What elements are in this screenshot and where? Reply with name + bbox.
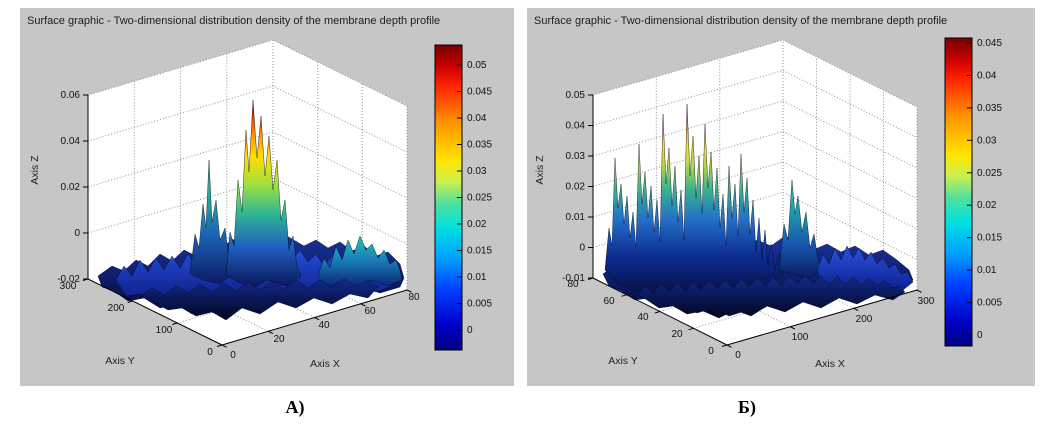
colorbar-ticks (457, 64, 462, 331)
tick-label: 0.02 (566, 182, 586, 193)
tick-label: 0 (230, 350, 236, 361)
plot-title: Surface graphic - Two-dimensional distri… (27, 15, 441, 27)
tick-label: 0.015 (467, 246, 492, 257)
tick-label: 0.05 (467, 60, 487, 71)
y-axis-label: Axis Y (105, 355, 135, 367)
tick-label: 0 (207, 347, 213, 358)
surface-front-bumps (636, 275, 906, 319)
tick-label: 300 (60, 281, 77, 292)
surface-mesh (602, 103, 914, 319)
tick-label: 0.03 (977, 135, 997, 146)
caption-panel-b: Б) (738, 397, 756, 417)
surface-front-bumps (139, 278, 379, 321)
tick-label: 0 (708, 346, 714, 357)
z-tick-labels: 0.05 0.04 0.03 0.02 0.01 0 -0.01 (562, 90, 585, 284)
tick-label: 0.04 (977, 70, 997, 81)
tick-label: 100 (792, 332, 809, 343)
axis-lines (82, 94, 412, 348)
tick-label: 20 (273, 334, 285, 345)
colorbar: 0.05 0.045 0.04 0.035 0.03 0.025 0.02 0.… (434, 44, 492, 351)
figure-panel-b: Surface graphic - Two-dimensional distri… (527, 8, 1035, 386)
colorbar-ticks (967, 42, 972, 336)
x-axis-label: Axis X (310, 358, 340, 370)
tick-label: 60 (603, 296, 615, 307)
x-tick-labels: 0 20 40 60 80 (230, 292, 420, 361)
tick-label: 0 (735, 350, 741, 361)
tick-label: 60 (364, 306, 376, 317)
tick-label: 80 (408, 292, 420, 303)
tick-label: 0.02 (61, 182, 81, 193)
tick-label: 0.005 (977, 298, 1002, 309)
tick-label: 0.04 (467, 113, 487, 124)
tick-label: 0.045 (467, 87, 492, 98)
axis-lines (587, 94, 922, 348)
surface-plot-b: 0.05 0.04 0.03 0.02 0.01 0 -0.01 80 60 4… (534, 37, 1002, 370)
plot-title: Surface graphic - Two-dimensional distri… (534, 15, 948, 27)
tick-label: 0.05 (566, 90, 586, 101)
tick-label: 0.025 (977, 168, 1002, 179)
tick-label: 0.01 (977, 265, 997, 276)
y-tick-labels: 80 60 40 20 0 (567, 279, 714, 357)
tick-label: 0 (977, 330, 983, 341)
tick-label: -0.01 (562, 273, 585, 284)
y-tick-labels: 300 200 100 0 (60, 281, 214, 358)
tick-label: 0.01 (467, 272, 487, 283)
tick-label: 0.02 (977, 200, 997, 211)
colorbar-labels: 0.05 0.045 0.04 0.035 0.03 0.025 0.02 0.… (467, 60, 492, 336)
tick-label: 0.06 (61, 90, 81, 101)
tick-label: 0.04 (61, 136, 81, 147)
tick-label: 0.03 (467, 166, 487, 177)
surface-main-peak (225, 99, 302, 289)
tick-label: 200 (856, 314, 873, 325)
tick-label: 0.02 (467, 219, 487, 230)
tick-label: 0.03 (566, 151, 586, 162)
surface-left-peak-cluster (604, 103, 784, 297)
tick-label: 0.025 (467, 193, 492, 204)
tick-label: 0.035 (467, 140, 492, 151)
tick-label: 0.01 (566, 212, 586, 223)
tick-label: 0.005 (467, 299, 492, 310)
surface-teal-peak (778, 179, 823, 279)
colorbar-gradient (944, 37, 973, 347)
tick-label: 300 (918, 296, 935, 307)
z-axis-label: Axis Z (534, 155, 546, 185)
colorbar: 0.045 0.04 0.035 0.03 0.025 0.02 0.015 0… (944, 37, 1002, 347)
caption-panel-a: А) (285, 397, 305, 417)
tick-label: 40 (318, 320, 330, 331)
tick-label: 0 (467, 325, 473, 336)
y-axis-label: Axis Y (608, 355, 638, 367)
tick-label: 100 (156, 325, 173, 336)
tick-label: 0.015 (977, 233, 1002, 244)
colorbar-labels: 0.045 0.04 0.035 0.03 0.025 0.02 0.015 0… (977, 38, 1002, 341)
tick-label: 20 (671, 329, 683, 340)
z-tick-labels: 0.06 0.04 0.02 0 -0.02 (57, 90, 80, 285)
tick-label: 200 (108, 303, 125, 314)
figure-panel-a: Surface graphic - Two-dimensional distri… (20, 8, 514, 386)
z-axis-label: Axis Z (29, 155, 41, 185)
tick-label: 0.035 (977, 103, 1002, 114)
surface-plot-a: 0.06 0.04 0.02 0 -0.02 300 200 100 0 0 2… (29, 39, 492, 370)
surface-left-secondary-peak (189, 159, 234, 285)
tick-label: 0.04 (566, 121, 586, 132)
tick-label: 40 (637, 312, 649, 323)
tick-label: -0.02 (57, 274, 80, 285)
x-tick-labels: 0 100 200 300 (735, 296, 935, 361)
surface-mesh (97, 99, 405, 321)
tick-label: 0.045 (977, 38, 1002, 49)
tick-label: 0 (579, 243, 585, 254)
tick-label: 0 (74, 228, 80, 239)
tick-label: 80 (567, 279, 579, 290)
x-axis-label: Axis X (815, 358, 845, 370)
